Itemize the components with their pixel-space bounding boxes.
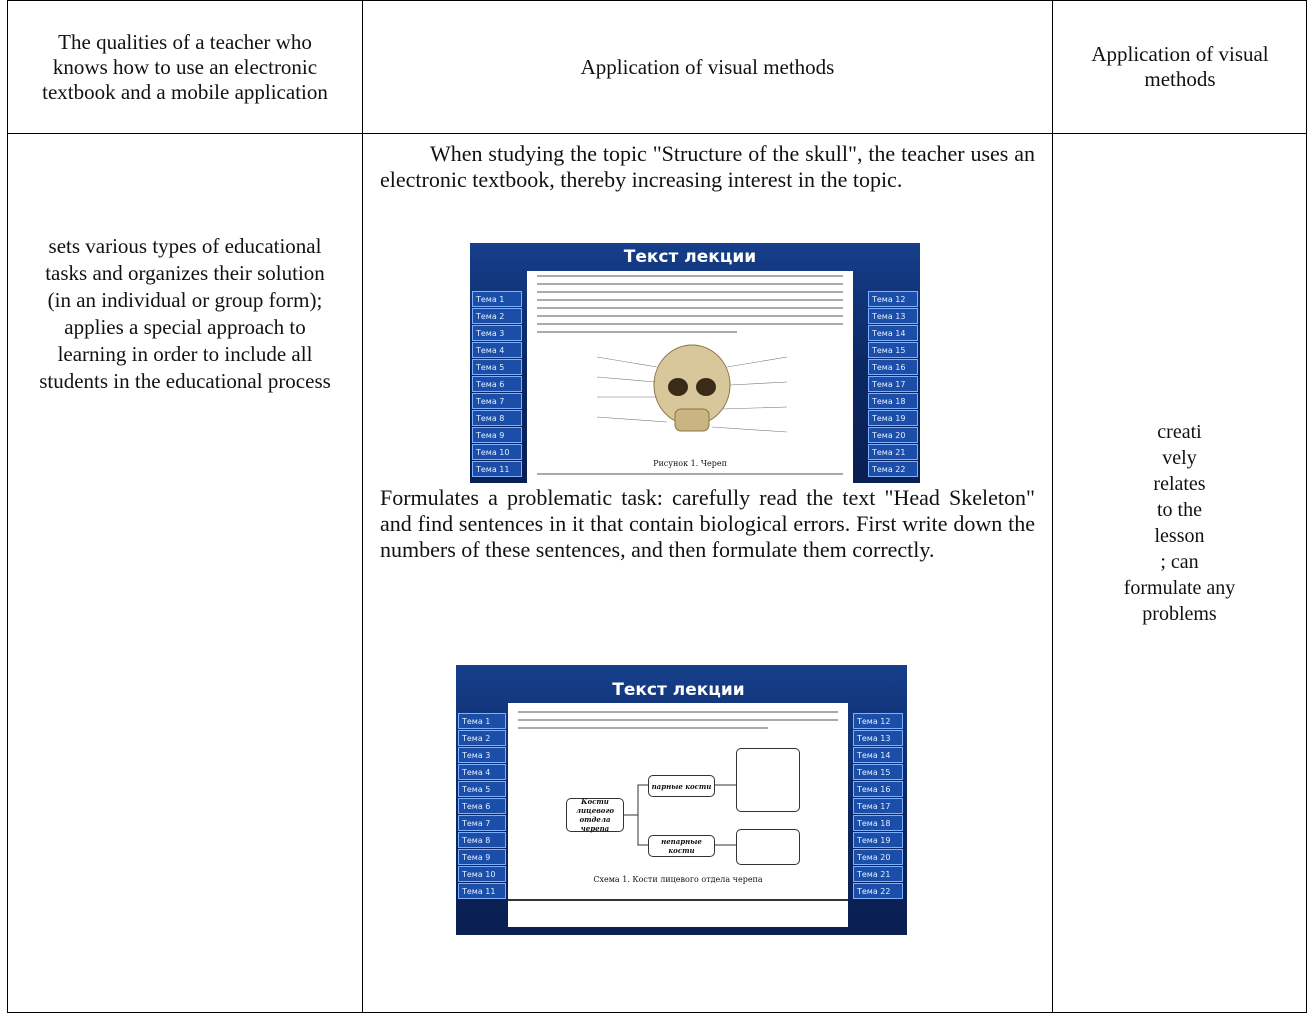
qualities-text: sets various types of educational tasks …: [39, 234, 331, 393]
tab: Тема 1: [472, 291, 522, 307]
header-label: The qualities of a teacher who knows how…: [42, 29, 328, 104]
tab: Тема 12: [853, 713, 903, 729]
tab: Тема 15: [853, 764, 903, 780]
tab: Тема 19: [868, 410, 918, 426]
tab: Тема 8: [458, 832, 506, 848]
tab: Тема 5: [472, 359, 522, 375]
content-area: Рисунок 1. Череп: [527, 271, 853, 483]
result-line: formulate any: [1123, 577, 1236, 599]
header-label: Application of visual methods: [580, 54, 835, 79]
right-tabs: Тема 12 Тема 13 Тема 14 Тема 15 Тема 16 Тема …: [853, 713, 903, 899]
diagram-node: [736, 829, 800, 865]
tab: Тема 5: [458, 781, 506, 797]
skull-figure: [596, 344, 788, 433]
content-area: Кости лицевого отдела черепа парные кост…: [508, 703, 848, 927]
result-text: creati vely relates to the lesson ; can formul…: [1052, 419, 1307, 627]
tab: Тема 16: [868, 359, 918, 375]
diagram-lines: [621, 784, 736, 846]
left-tabs: Тема 1 Тема 2 Тема 3 Тема 4 Тема 5 Тема 6 Тема…: [472, 291, 522, 477]
header-text: Application of visual methods: [1080, 0, 1280, 134]
tab: Тема 3: [458, 747, 506, 763]
tab: Тема 19: [853, 832, 903, 848]
tab: Тема 1: [458, 713, 506, 729]
textbook-screenshot: Текст лекции Рисунок 1. Череп Тема 1 Тема…: [470, 243, 920, 483]
tab: Тема 6: [458, 798, 506, 814]
result-line: relates: [1153, 473, 1206, 495]
tab: Тема 17: [853, 798, 903, 814]
result-line: to the: [1157, 499, 1202, 521]
tab: Тема 6: [472, 376, 522, 392]
screen-title: Текст лекции: [623, 247, 757, 267]
tab: Тема 15: [868, 342, 918, 358]
result-line: lesson: [1154, 525, 1205, 547]
diagram-caption: Схема 1. Кости лицевого отдела черепа: [593, 875, 763, 884]
tab: Тема 9: [458, 849, 506, 865]
paragraph: When studying the topic "Structure of th…: [380, 141, 1035, 192]
tab: Тема 11: [458, 883, 506, 899]
tab: Тема 2: [458, 730, 506, 746]
tab: Тема 18: [853, 815, 903, 831]
diagram-node: непарные кости: [648, 835, 715, 857]
result-line: problems: [1142, 603, 1217, 625]
tab: Тема 20: [853, 849, 903, 865]
paragraph: Formulates a problematic task: carefully…: [380, 485, 1035, 562]
tab: Тема 14: [868, 325, 918, 341]
tab: Тема 7: [472, 393, 522, 409]
tab: Тема 4: [472, 342, 522, 358]
textbook-screenshot: Текст лекции Кости лицевого отдела череп…: [456, 665, 907, 935]
tab: Тема 11: [472, 461, 522, 477]
tab: Тема 20: [868, 427, 918, 443]
tab: Тема 12: [868, 291, 918, 307]
tab: Тема 8: [472, 410, 522, 426]
right-tabs: Тема 12 Тема 13 Тема 14 Тема 15 Тема 16 Тема …: [868, 291, 918, 477]
tab: Тема 9: [472, 427, 522, 443]
tab: Тема 17: [868, 376, 918, 392]
tab: Тема 13: [853, 730, 903, 746]
diagram-node: [736, 748, 800, 812]
result-line: ; can: [1160, 551, 1199, 573]
result-line: creati: [1157, 421, 1202, 443]
tab: Тема 10: [458, 866, 506, 882]
tab: Тема 22: [868, 461, 918, 477]
diagram-node: парные кости: [648, 775, 715, 797]
tab: Тема 13: [868, 308, 918, 324]
tab: Тема 18: [868, 393, 918, 409]
tab: Тема 22: [853, 883, 903, 899]
header-text: The qualities of a teacher who knows how…: [40, 0, 330, 134]
tab: Тема 2: [472, 308, 522, 324]
header-label: Application of visual methods: [1091, 42, 1269, 91]
figure-caption: Рисунок 1. Череп: [653, 459, 727, 468]
header-text: Application of visual methods: [362, 0, 1053, 134]
tab: Тема 10: [472, 444, 522, 460]
tab: Тема 4: [458, 764, 506, 780]
left-tabs: Тема 1 Тема 2 Тема 3 Тема 4 Тема 5 Тема 6 Тема…: [458, 713, 506, 899]
tab: Тема 16: [853, 781, 903, 797]
tab: Тема 14: [853, 747, 903, 763]
tab: Тема 3: [472, 325, 522, 341]
result-line: vely: [1162, 447, 1197, 469]
tab: Тема 21: [853, 866, 903, 882]
diagram-node: Кости лицевого отдела черепа: [566, 797, 624, 833]
screen-title: Текст лекции: [612, 680, 745, 700]
tab: Тема 7: [458, 815, 506, 831]
tab: Тема 21: [868, 444, 918, 460]
